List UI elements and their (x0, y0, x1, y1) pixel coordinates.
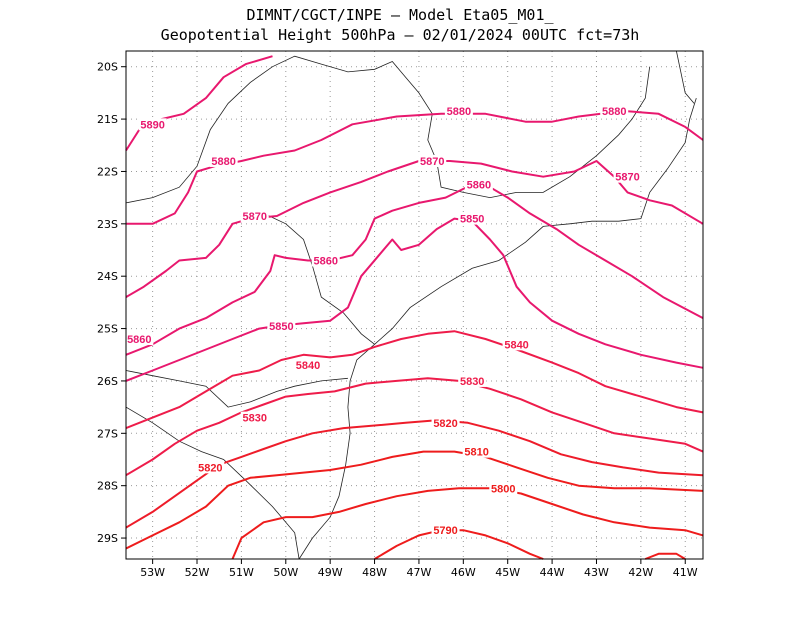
contour-label-5880: 5880 (447, 106, 471, 118)
lat-tick-label: 26S (97, 375, 118, 388)
lat-tick-label: 20S (97, 61, 118, 74)
title-line-2: Geopotential Height 500hPa – 02/01/2024 … (160, 26, 640, 44)
contour-label-5820: 5820 (433, 418, 457, 430)
contour-label-5870: 5870 (242, 211, 266, 223)
contour-label-5810: 5810 (464, 447, 488, 459)
contour-label-bg (489, 482, 518, 495)
lon-tick-label: 50W (273, 566, 298, 579)
contour-label-bg (600, 105, 629, 118)
lon-tick-label: 51W (229, 566, 254, 579)
lon-tick-label: 46W (451, 566, 476, 579)
contour-label-5860: 5860 (313, 255, 337, 267)
lat-tick-label: 24S (97, 270, 118, 283)
contour-label-bg (458, 374, 487, 387)
contour-label-bg (293, 359, 322, 372)
contour-label-bg (418, 154, 447, 167)
contour-label-bg (267, 319, 296, 332)
contour-label-5870: 5870 (615, 172, 639, 184)
contour-label-5840: 5840 (296, 360, 320, 372)
contour-5860 (125, 183, 704, 356)
lat-tick-label: 25S (97, 323, 118, 336)
lat-tick-label: 28S (97, 480, 118, 493)
contour-label-bg (240, 209, 269, 222)
contour-5790 (374, 529, 544, 560)
coastline (298, 97, 697, 560)
state-line-a (125, 370, 348, 408)
contour-label-bg (240, 411, 269, 424)
contour-label-bg (125, 333, 154, 346)
contour-label-5880: 5880 (602, 106, 626, 118)
lon-tick-label: 41W (673, 566, 698, 579)
contour-5790 (644, 552, 686, 560)
contour-5850 (125, 217, 704, 382)
contour-label-bg (464, 178, 493, 191)
contour-label-5850: 5850 (269, 321, 293, 333)
contour-5800 (231, 487, 704, 560)
contour-label-bg (502, 338, 531, 351)
contour-label-bg (138, 118, 167, 131)
lon-tick-label: 42W (628, 566, 653, 579)
political-boundaries (125, 50, 697, 560)
contour-label-5880: 5880 (211, 156, 235, 168)
contour-5830 (125, 377, 704, 477)
state-line-d (263, 213, 375, 345)
contour-label-bg (613, 170, 642, 183)
contour-label-bg (458, 212, 487, 225)
lon-tick-label: 49W (318, 566, 343, 579)
contour-5890 (125, 55, 273, 152)
contour-label-bg (431, 416, 460, 429)
contour-label-5820: 5820 (198, 462, 222, 474)
contour-5840 (125, 330, 704, 430)
contour-label-bg (444, 105, 473, 118)
lat-tick-label: 27S (97, 427, 118, 440)
lon-tick-label: 43W (584, 566, 609, 579)
state-line-e (676, 50, 695, 104)
lat-tick-label: 29S (97, 532, 118, 545)
lon-tick-label: 45W (495, 566, 520, 579)
contour-labels: 5890 5880 5880 5880 5870 5870 5870 5860 5860 5860… (125, 105, 642, 537)
height-contours (125, 55, 704, 560)
contour-label-bg (196, 461, 225, 474)
contour-label-5870: 5870 (420, 156, 444, 168)
contour-label-5800: 5800 (491, 483, 515, 495)
contour-label-5790: 5790 (433, 525, 457, 537)
lon-tick-label: 53W (140, 566, 165, 579)
lon-tick-label: 44W (540, 566, 565, 579)
contour-label-5850: 5850 (460, 214, 484, 226)
contour-5820 (125, 419, 704, 529)
contour-label-5830: 5830 (242, 413, 266, 425)
contour-5810 (125, 450, 704, 550)
contour-label-bg (431, 524, 460, 537)
lon-tick-label: 47W (407, 566, 432, 579)
contour-label-bg (462, 445, 491, 458)
contour-label-5890: 5890 (140, 119, 164, 131)
contour-label-bg (209, 154, 238, 167)
state-line-b (125, 406, 300, 560)
lat-tick-label: 23S (97, 218, 118, 231)
contour-label-5830: 5830 (460, 376, 484, 388)
title-line-1: DIMNT/CGCT/INPE – Model Eta05_M01_ (246, 6, 554, 24)
lat-tick-label: 22S (97, 165, 118, 178)
contour-label-bg (311, 254, 340, 267)
state-line-c (125, 55, 651, 204)
lon-tick-label: 52W (185, 566, 210, 579)
plot-frame (125, 50, 704, 560)
latitude-axis: 20S 21S 22S 23S 24S 25S 26S 27S 28S 29S (97, 61, 126, 545)
contour-label-5840: 5840 (504, 339, 528, 351)
lat-tick-label: 21S (97, 113, 118, 126)
contour-label-5860: 5860 (467, 180, 491, 192)
lon-tick-label: 48W (362, 566, 387, 579)
contour-label-5860: 5860 (127, 334, 151, 346)
longitude-axis: 53W 52W 51W 50W 49W 48W 47W 46W 45W 44W 43W 42W 41W (140, 559, 698, 579)
